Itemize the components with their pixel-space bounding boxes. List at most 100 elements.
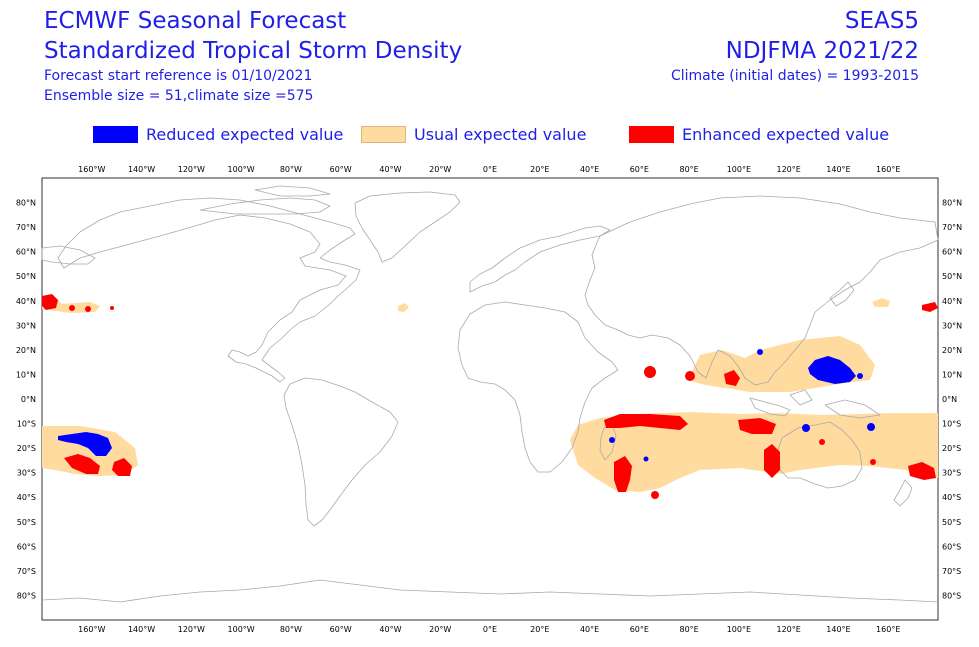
coast-antarctica <box>41 579 939 603</box>
lat-tick-label-right: 70°S <box>942 567 961 576</box>
coast-indonesia <box>749 389 881 419</box>
lon-tick-label-top: 0°E <box>483 165 497 174</box>
lat-tick-label-left: 50°S <box>17 518 36 527</box>
lon-tick-label-bottom: 160°W <box>78 625 105 634</box>
coast-north-america <box>57 197 361 383</box>
lon-tick-label-bottom: 120°W <box>178 625 205 634</box>
legend-reduced: Reduced expected value <box>93 124 343 144</box>
lon-tick-label-top: 120°E <box>777 165 801 174</box>
lon-tick-label-top: 100°W <box>228 165 255 174</box>
title-line-1: ECMWF Seasonal Forecast <box>44 8 347 34</box>
coast-europe <box>469 225 611 293</box>
lon-tick-label-top: 80°E <box>679 165 698 174</box>
reduced-region-blob-6 <box>857 373 863 379</box>
lon-tick-label-top: 20°W <box>429 165 451 174</box>
coast-greenland <box>354 191 461 263</box>
coast-africa <box>457 301 619 473</box>
lon-tick-label-bottom: 100°W <box>228 625 255 634</box>
enhanced-regions <box>42 294 938 499</box>
lon-tick-label-bottom: 120°E <box>777 625 801 634</box>
legend-usual-label: Usual expected value <box>414 124 587 144</box>
enhanced-region-blob-np-3 <box>110 306 114 310</box>
lon-tick-label-top: 140°W <box>128 165 155 174</box>
lat-tick-label-left: 20°S <box>17 444 36 453</box>
coast-new-zealand <box>893 479 913 507</box>
lon-tick-label-top: 120°W <box>178 165 205 174</box>
enhanced-region-bay-of-bengal-1 <box>685 371 695 381</box>
reduced-region-blob-3 <box>867 423 875 431</box>
lat-tick-label-right: 80°N <box>942 199 962 208</box>
coast-south-america <box>283 377 399 527</box>
lat-tick-label-left: 60°N <box>16 248 36 257</box>
lat-tick-label-right: 70°N <box>942 223 962 232</box>
forecast-start-reference: Forecast start reference is 01/10/2021 <box>44 68 313 84</box>
usual-region-north-atlantic <box>398 303 409 312</box>
lon-tick-label-top: 160°E <box>876 165 900 174</box>
legend-reduced-swatch <box>93 125 138 143</box>
lon-tick-label-bottom: 100°E <box>727 625 751 634</box>
title-line-2: Standardized Tropical Storm Density <box>44 38 463 64</box>
lon-tick-label-top: 60°E <box>630 165 649 174</box>
enhanced-region-blob-au-2 <box>870 459 876 465</box>
lat-tick-label-right: 80°S <box>942 591 961 600</box>
lon-tick-label-bottom: 40°E <box>580 625 599 634</box>
lat-tick-label-right: 20°N <box>942 346 962 355</box>
lon-tick-label-bottom: 20°W <box>429 625 451 634</box>
lon-tick-label-top: 80°W <box>280 165 302 174</box>
coast-asia <box>584 195 939 386</box>
enhanced-region-north-pacific-east <box>42 294 58 310</box>
lat-tick-label-right: 0°N <box>942 395 957 404</box>
lat-tick-label-left: 80°N <box>16 199 36 208</box>
coast-alaska <box>41 245 96 265</box>
lon-tick-label-bottom: 40°W <box>379 625 401 634</box>
enhanced-region-south-pacific-2 <box>112 458 132 476</box>
lat-tick-label-left: 30°N <box>16 321 36 330</box>
legend-reduced-label: Reduced expected value <box>146 124 344 144</box>
lat-tick-label-right: 60°N <box>942 248 962 257</box>
reduced-region-blob-2 <box>802 424 810 432</box>
enhanced-region-south-pacific-1 <box>64 454 100 474</box>
coast-australia <box>775 421 863 489</box>
lat-tick-label-right: 50°N <box>942 272 962 281</box>
lat-tick-label-right: 30°N <box>942 321 962 330</box>
lat-tick-label-left: 70°N <box>16 223 36 232</box>
reduced-region-west-pacific <box>808 356 856 384</box>
lat-tick-label-left: 10°N <box>16 370 36 379</box>
enhanced-region-arabian-sea <box>644 366 656 378</box>
reduced-region-blob-4 <box>609 437 615 443</box>
lat-tick-label-left: 60°S <box>17 542 36 551</box>
system-name: SEAS5 <box>844 8 919 34</box>
climate-period: Climate (initial dates) = 1993-2015 <box>670 68 919 84</box>
lat-tick-label-left: 30°S <box>17 469 36 478</box>
lon-tick-label-bottom: 0°E <box>483 625 497 634</box>
enhanced-region-south-indian-east <box>738 418 776 434</box>
axis-tick-labels: 160°W 160°W 140°W 140°W 120°W 120°W 100°W 100°W… <box>16 165 962 634</box>
lat-tick-label-left: 40°S <box>17 493 36 502</box>
lon-tick-label-top: 160°W <box>78 165 105 174</box>
lon-tick-label-top: 60°W <box>330 165 352 174</box>
ensemble-size: Ensemble size = 51,climate size =575 <box>44 88 314 104</box>
map-frame <box>41 177 939 621</box>
lat-tick-label-left: 40°N <box>16 297 36 306</box>
enhanced-region-north-pacific-west <box>922 302 938 312</box>
enhanced-region-blob-au-1 <box>819 439 825 445</box>
reduced-region-blob-1 <box>757 349 763 355</box>
coast-canadian-arctic <box>199 185 331 215</box>
lon-tick-label-bottom: 160°E <box>876 625 900 634</box>
legend-usual-swatch <box>361 125 406 143</box>
reduced-regions <box>58 349 875 462</box>
legend-enhanced: Enhanced expected value <box>629 124 889 144</box>
lat-tick-label-left: 20°N <box>16 346 36 355</box>
lat-tick-label-right: 50°S <box>942 518 961 527</box>
lat-tick-label-right: 60°S <box>942 542 961 551</box>
usual-region-north-pacific-west <box>872 298 890 307</box>
enhanced-region-south-pacific-east <box>908 462 936 480</box>
lat-tick-label-left: 10°S <box>17 420 36 429</box>
lon-tick-label-bottom: 60°W <box>330 625 352 634</box>
coast-japan <box>829 281 855 307</box>
enhanced-region-madagascar <box>614 456 632 492</box>
lat-tick-label-left: 50°N <box>16 272 36 281</box>
enhanced-region-west-australia <box>764 444 780 478</box>
lat-tick-label-right: 10°N <box>942 370 962 379</box>
lat-tick-label-right: 20°S <box>942 444 961 453</box>
